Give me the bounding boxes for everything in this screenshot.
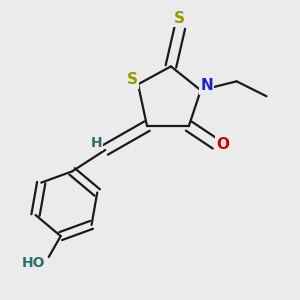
Text: N: N <box>200 78 213 93</box>
Text: S: S <box>174 11 185 26</box>
Text: HO: HO <box>22 256 46 270</box>
Text: S: S <box>127 72 138 87</box>
Text: H: H <box>90 136 102 149</box>
Text: O: O <box>217 136 230 152</box>
